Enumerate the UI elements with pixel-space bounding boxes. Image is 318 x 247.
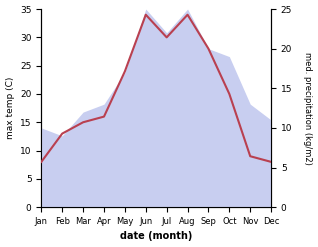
Y-axis label: med. precipitation (kg/m2): med. precipitation (kg/m2) <box>303 52 313 165</box>
Y-axis label: max temp (C): max temp (C) <box>5 77 15 139</box>
X-axis label: date (month): date (month) <box>120 231 192 242</box>
